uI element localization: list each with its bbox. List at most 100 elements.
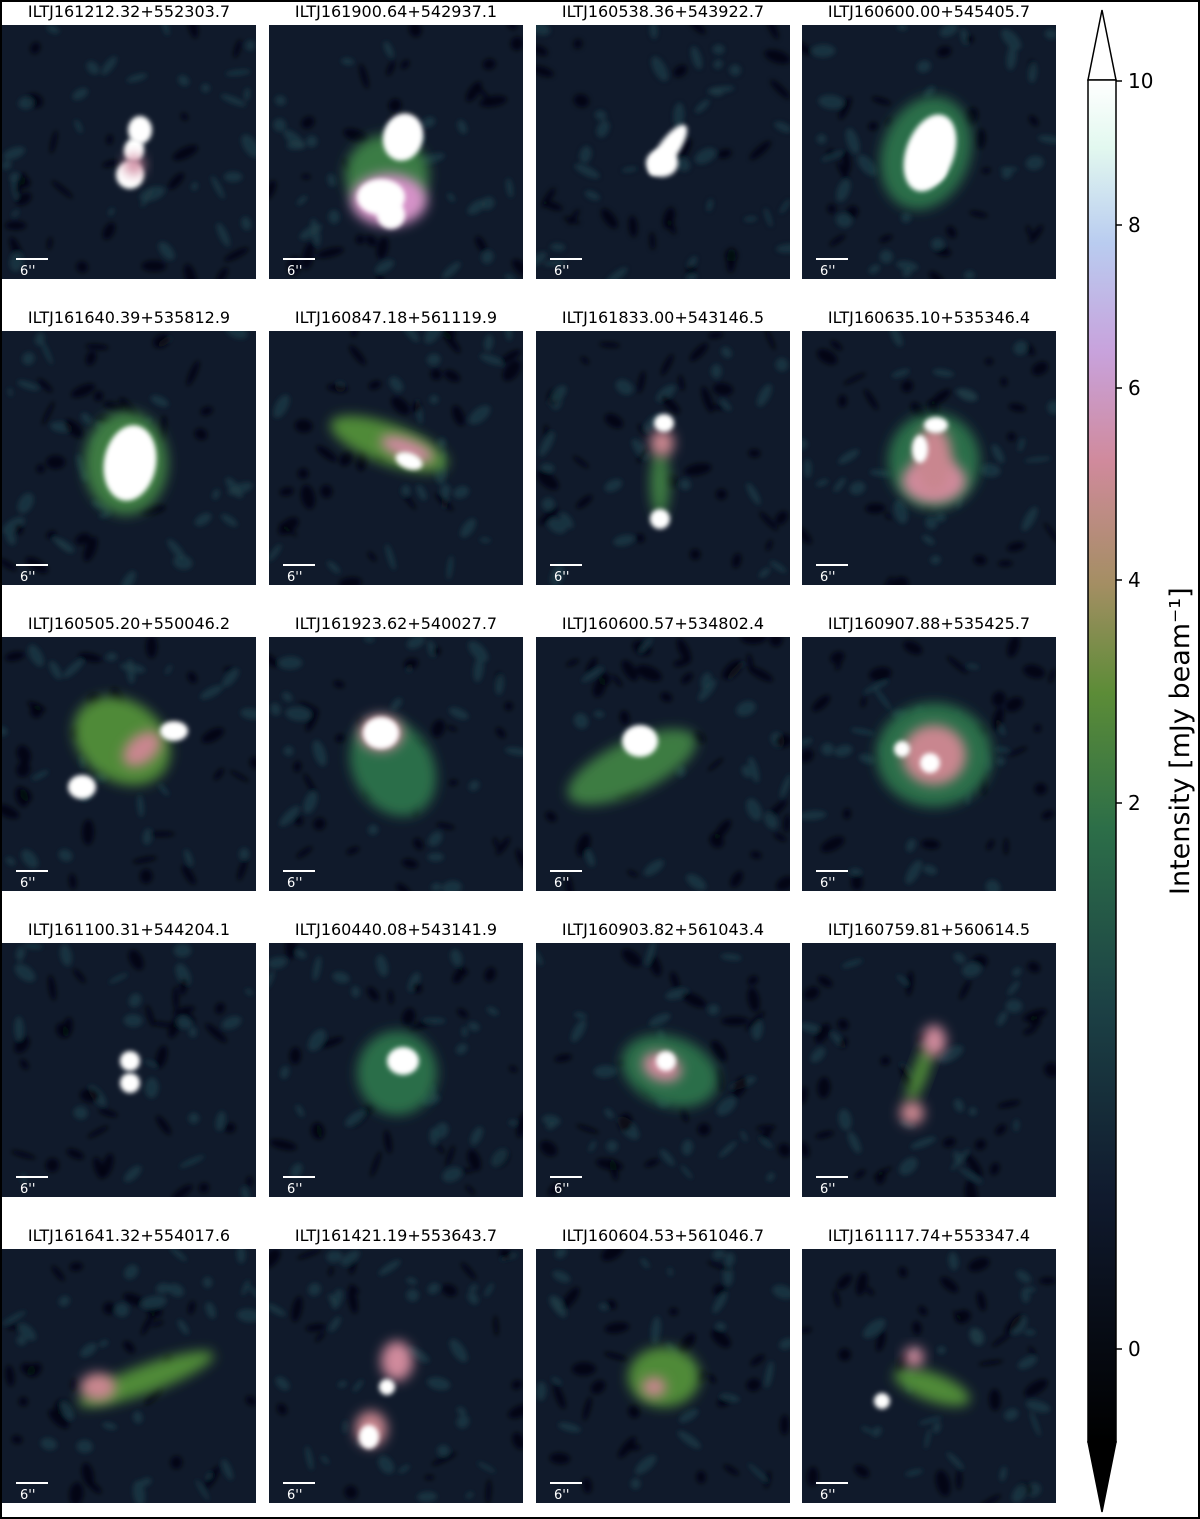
radio-image: 6'' (269, 25, 523, 279)
radio-image: 6'' (802, 1249, 1056, 1503)
source-image-panel: 6'' (269, 637, 523, 891)
radio-source (78, 1351, 214, 1407)
scale-bar-label: 6'' (554, 1182, 569, 1197)
panel-title: ILTJ161900.64+542937.1 (294, 2, 498, 21)
radio-source (876, 703, 992, 807)
scale-bar-label: 6'' (287, 1182, 302, 1197)
panel-title: ILTJ160903.82+561043.4 (561, 920, 765, 939)
scale-bar-label: 6'' (554, 264, 569, 279)
source-image-panel: 6'' (536, 25, 790, 279)
radio-image: 6'' (536, 331, 790, 585)
panel-title: ILTJ160635.10+535346.4 (827, 308, 1031, 327)
source-image-panel: 6'' (2, 1249, 256, 1503)
panel-title: ILTJ160604.53+561046.7 (561, 1226, 765, 1245)
source-image-panel: 6'' (802, 943, 1056, 1197)
panel-title: ILTJ161640.39+535812.9 (27, 308, 231, 327)
source-image-panel: 6'' (2, 637, 256, 891)
scale-bar-label: 6'' (554, 570, 569, 585)
scale-bar-label: 6'' (20, 264, 35, 279)
radio-image: 6'' (269, 1249, 523, 1503)
radio-image: 6'' (2, 25, 256, 279)
colorbar-label: Intensity [mJy beam⁻¹] (1165, 587, 1196, 895)
colorbar-tick-2: 2 (1128, 791, 1141, 815)
source-image-panel: 6'' (269, 25, 523, 279)
radio-source (330, 415, 448, 473)
radio-source (357, 1031, 437, 1115)
radio-image: 6'' (269, 331, 523, 585)
panel-title: ILTJ161212.32+552303.7 (27, 2, 231, 21)
radio-source (880, 96, 972, 210)
source-image-panel: 6'' (536, 1249, 790, 1503)
radio-image: 6'' (802, 331, 1056, 585)
source-image-panel: 6'' (269, 1249, 523, 1503)
scale-bar-label: 6'' (820, 876, 835, 891)
scale-bar-label: 6'' (820, 264, 835, 279)
panel-title: ILTJ160600.00+545405.7 (827, 2, 1031, 21)
source-image-panel: 6'' (536, 637, 790, 891)
radio-source (888, 413, 980, 509)
source-image-panel: 6'' (2, 943, 256, 1197)
radio-source (900, 1025, 946, 1125)
radio-source (116, 116, 152, 189)
scale-bar-label: 6'' (287, 1488, 302, 1503)
panel-title: ILTJ161100.31+544204.1 (27, 920, 231, 939)
colorbar-tick-4: 4 (1128, 568, 1141, 592)
panel-title: ILTJ161117.74+553347.4 (827, 1226, 1031, 1245)
radio-image: 6'' (2, 1249, 256, 1503)
panel-title: ILTJ161421.19+553643.7 (294, 1226, 498, 1245)
radio-source (84, 411, 168, 515)
radio-source (567, 725, 697, 805)
source-image-panel: 6'' (536, 331, 790, 585)
radio-image: 6'' (2, 637, 256, 891)
panel-title: ILTJ160759.81+560614.5 (827, 920, 1031, 939)
radio-image: 6'' (2, 943, 256, 1197)
radio-image: 6'' (536, 25, 790, 279)
radio-source (646, 124, 688, 177)
source-image-panel: 6'' (269, 331, 523, 585)
colorbar-tick-6: 6 (1128, 376, 1141, 400)
scale-bar-label: 6'' (287, 570, 302, 585)
radio-image: 6'' (536, 637, 790, 891)
scale-bar-label: 6'' (20, 1182, 35, 1197)
colorbar-tick-0: 0 (1128, 1337, 1141, 1361)
scale-bar-label: 6'' (20, 570, 35, 585)
colorbar (1087, 9, 1122, 1513)
source-image-panel: 6'' (2, 331, 256, 585)
source-image-panel: 6'' (536, 943, 790, 1197)
radio-source (68, 696, 188, 799)
radio-image: 6'' (802, 25, 1056, 279)
scale-bar-label: 6'' (820, 1488, 835, 1503)
colorbar-tick-8: 8 (1128, 213, 1141, 237)
scale-bar-label: 6'' (20, 1488, 35, 1503)
radio-source (355, 1341, 413, 1449)
source-image-panel: 6'' (269, 943, 523, 1197)
radio-image: 6'' (536, 943, 790, 1197)
scale-bar-label: 6'' (554, 1488, 569, 1503)
panel-title: ILTJ160538.36+543922.7 (561, 2, 765, 21)
radio-source (349, 715, 437, 817)
panel-title: ILTJ160907.88+535425.7 (827, 614, 1031, 633)
radio-image: 6'' (269, 637, 523, 891)
panel-title: ILTJ160600.57+534802.4 (561, 614, 765, 633)
radio-image: 6'' (2, 331, 256, 585)
scale-bar-label: 6'' (820, 1182, 835, 1197)
radio-source (650, 414, 674, 529)
radio-image: 6'' (802, 637, 1056, 891)
radio-source (628, 1347, 700, 1407)
radio-image: 6'' (269, 943, 523, 1197)
radio-source (621, 1034, 719, 1108)
source-image-panel: 6'' (802, 637, 1056, 891)
source-image-panel: 6'' (2, 25, 256, 279)
radio-source (345, 113, 429, 229)
panel-title: ILTJ160440.08+543141.9 (294, 920, 498, 939)
radio-source (120, 1051, 140, 1093)
panel-title: ILTJ161923.62+540027.7 (294, 614, 498, 633)
panel-title: ILTJ160505.20+550046.2 (27, 614, 231, 633)
panel-title: ILTJ160847.18+561119.9 (294, 308, 498, 327)
source-image-panel: 6'' (802, 331, 1056, 585)
radio-image: 6'' (802, 943, 1056, 1197)
scale-bar-label: 6'' (287, 264, 302, 279)
panel-title: ILTJ161641.32+554017.6 (27, 1226, 231, 1245)
source-image-panel: 6'' (802, 1249, 1056, 1503)
